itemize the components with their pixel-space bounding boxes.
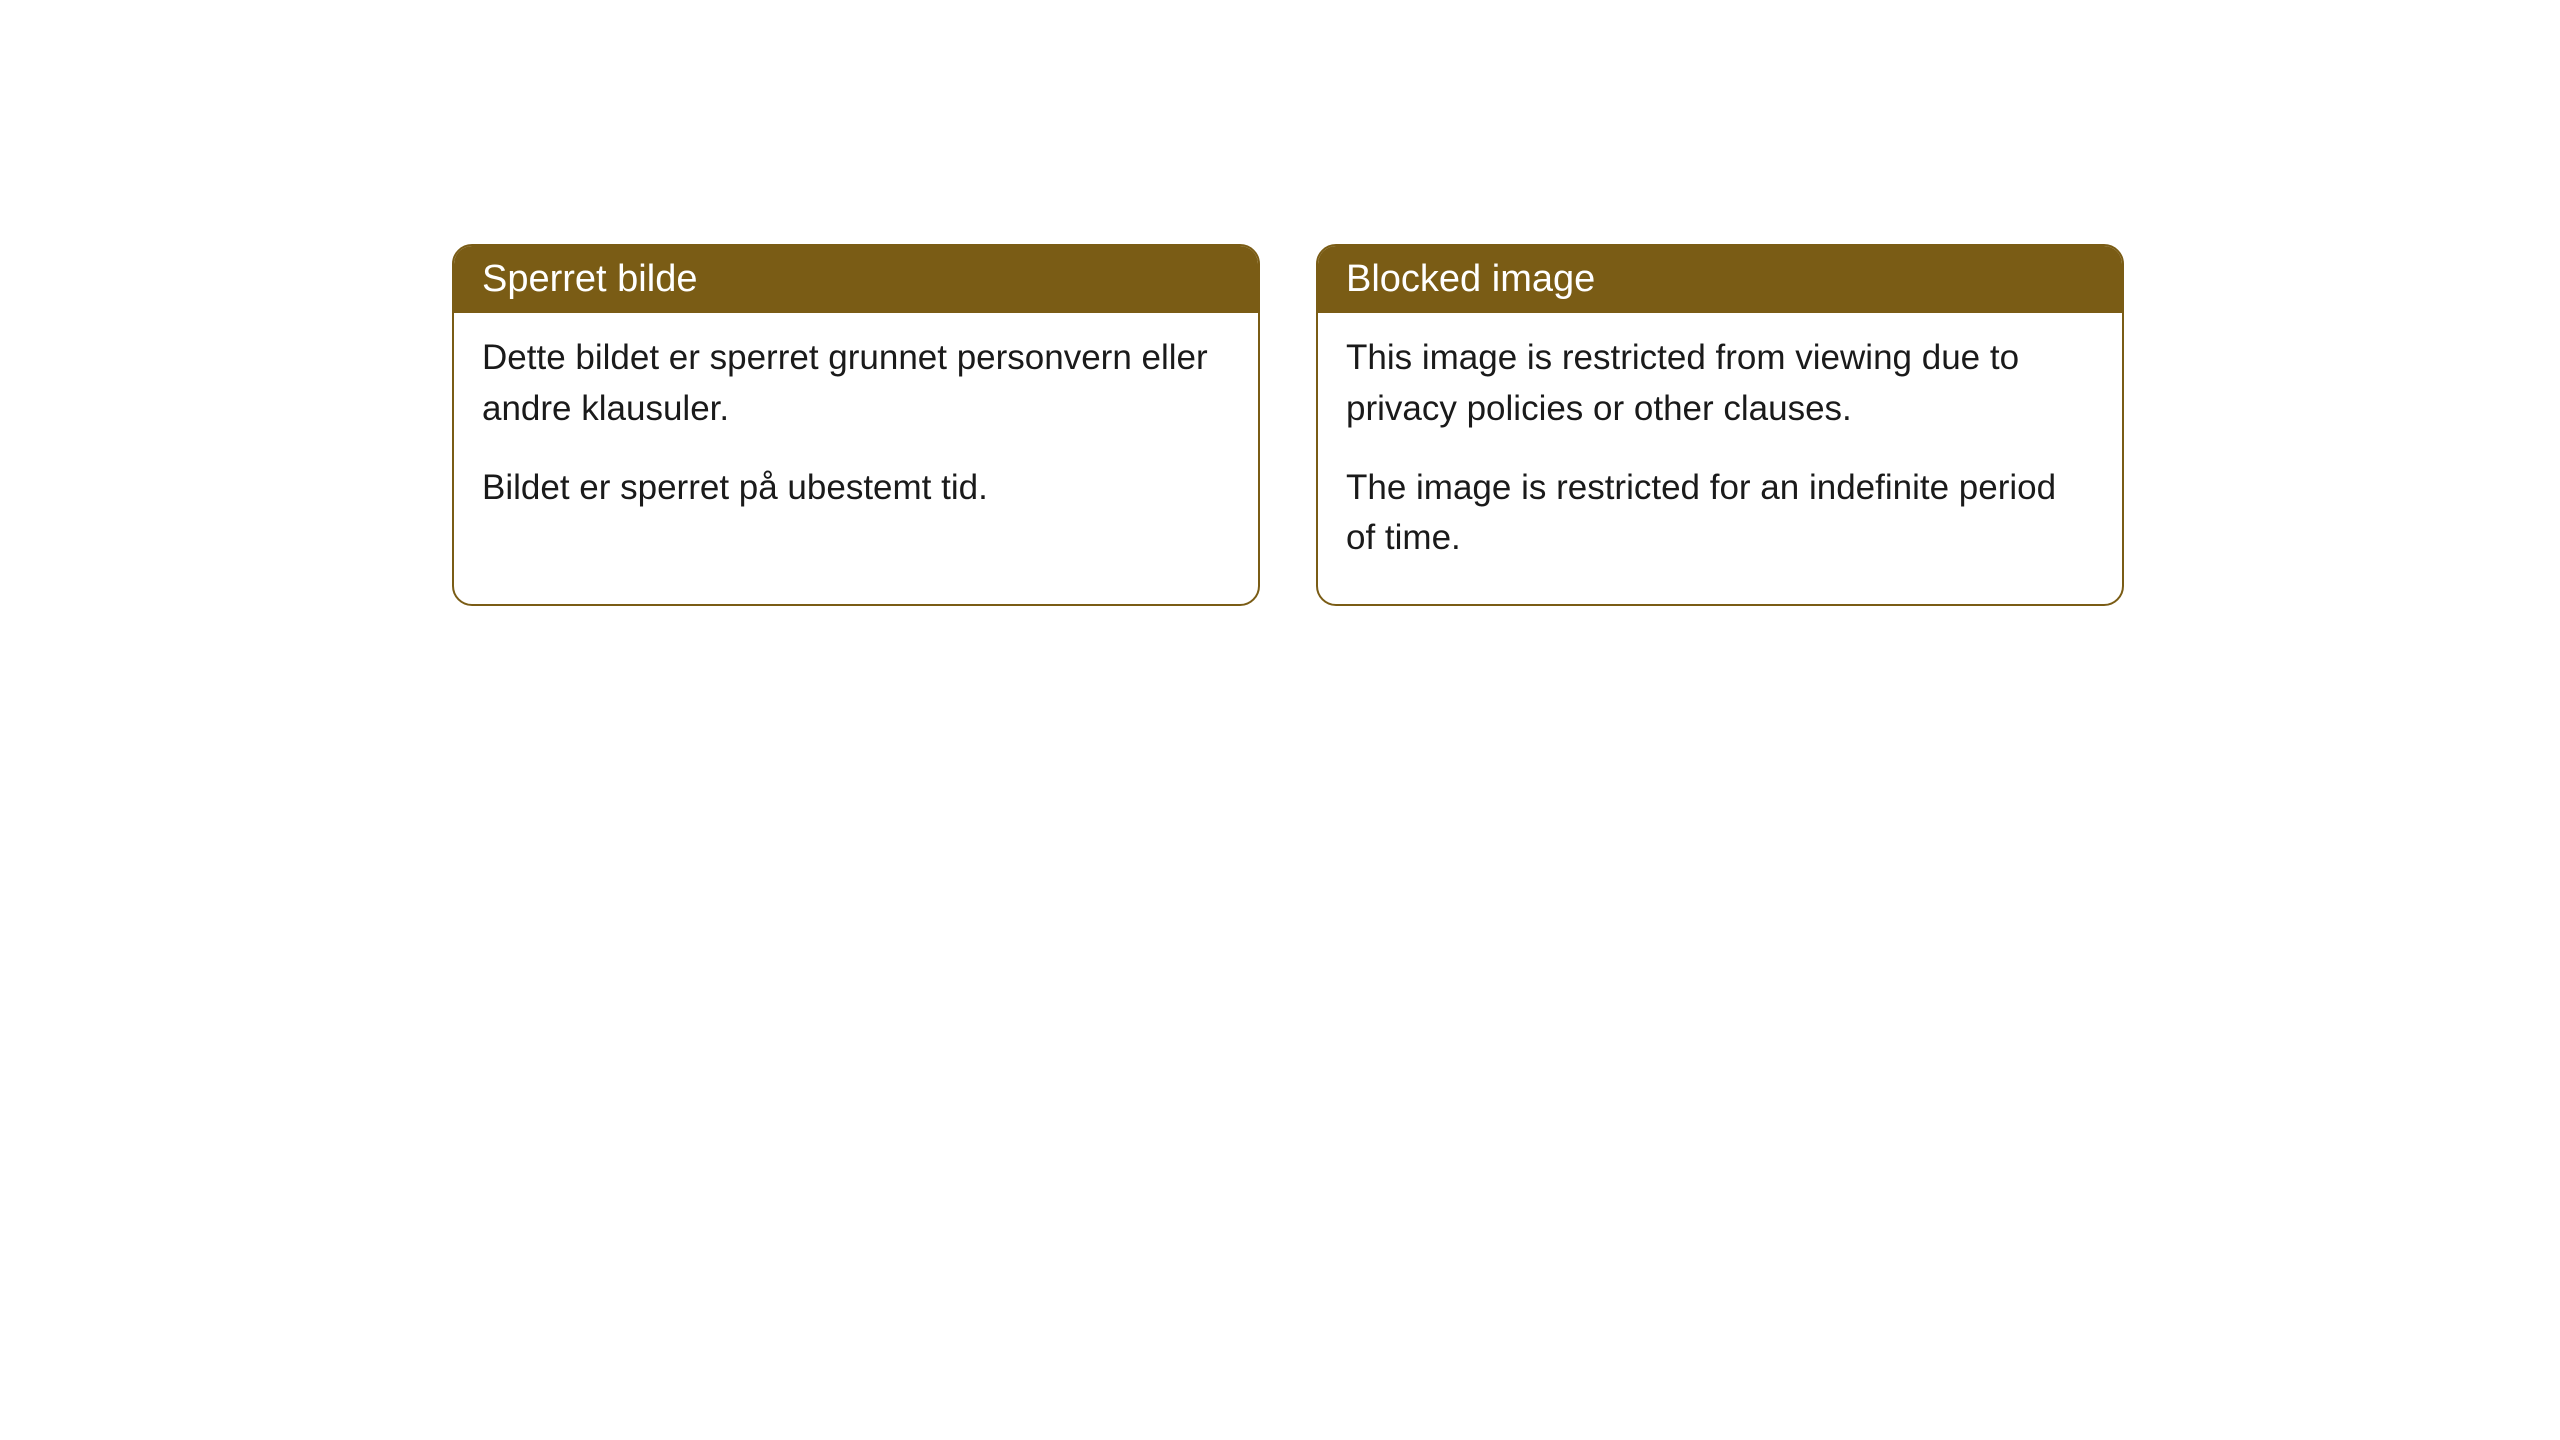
card-paragraph: Bildet er sperret på ubestemt tid. [482,463,1230,514]
card-title: Blocked image [1346,258,1595,300]
card-body-english: This image is restricted from viewing du… [1318,313,2122,604]
notice-card-norwegian: Sperret bilde Dette bildet er sperret gr… [452,244,1260,606]
notice-cards-container: Sperret bilde Dette bildet er sperret gr… [452,244,2124,606]
notice-card-english: Blocked image This image is restricted f… [1316,244,2124,606]
card-header-english: Blocked image [1318,246,2122,313]
card-paragraph: The image is restricted for an indefinit… [1346,463,2094,565]
card-body-norwegian: Dette bildet er sperret grunnet personve… [454,313,1258,553]
card-paragraph: Dette bildet er sperret grunnet personve… [482,333,1230,435]
card-title: Sperret bilde [482,258,697,300]
card-header-norwegian: Sperret bilde [454,246,1258,313]
card-paragraph: This image is restricted from viewing du… [1346,333,2094,435]
